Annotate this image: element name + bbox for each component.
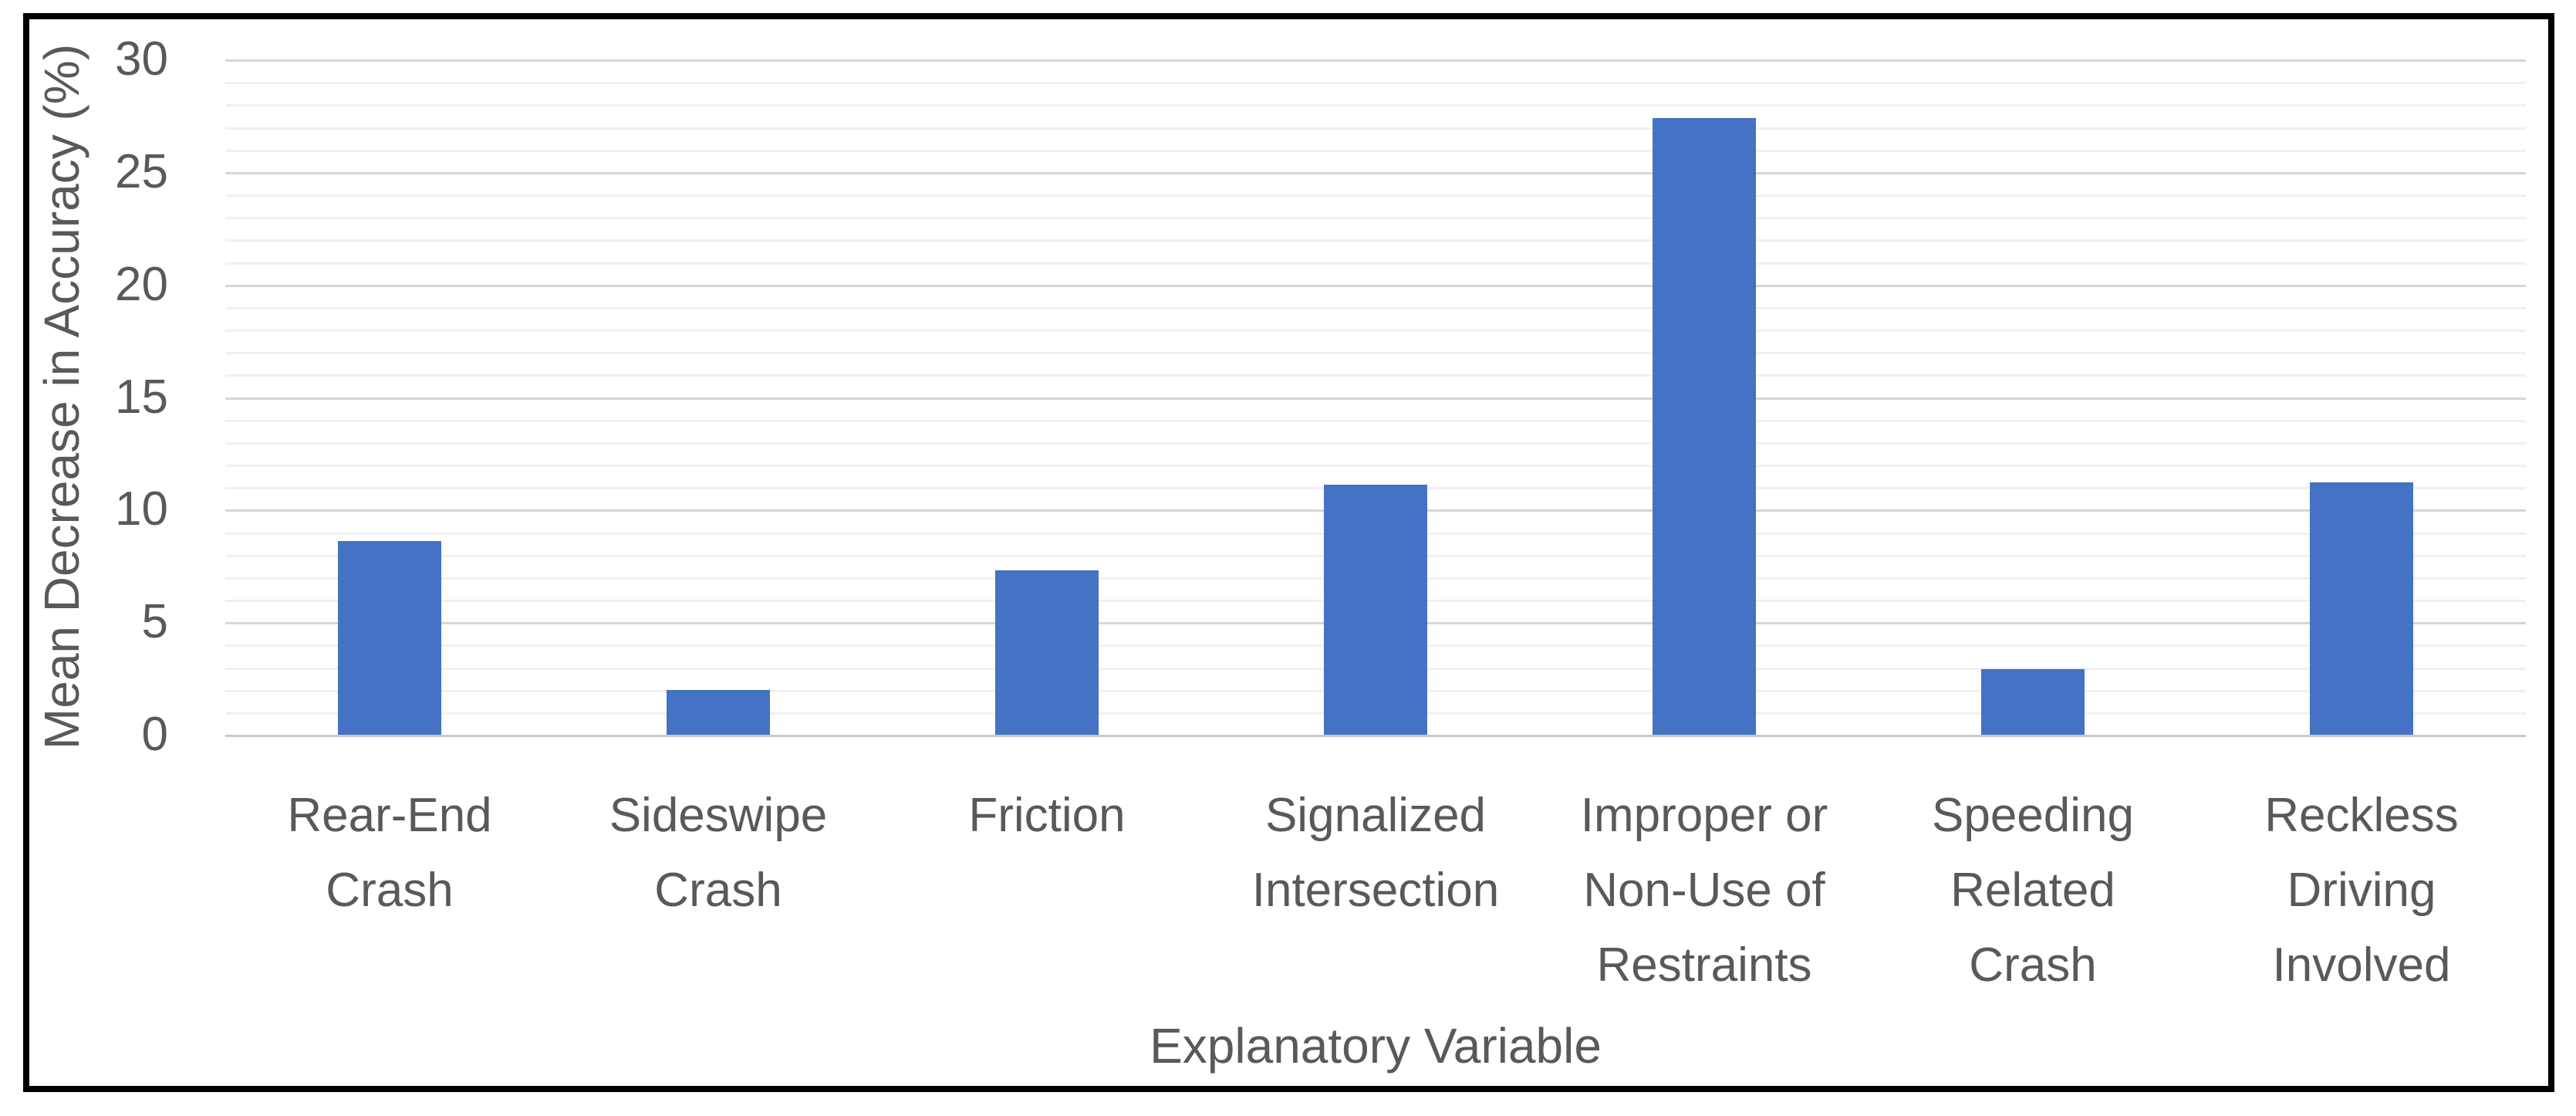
x-category-label-sideswipe-crash: Sideswipe Crash: [609, 789, 828, 917]
minor-gridline-16: [225, 374, 2526, 377]
y-tick-label-30: 30: [115, 32, 168, 86]
minor-gridline-13: [225, 441, 2526, 445]
minor-gridline-19: [225, 306, 2526, 309]
bar-speeding-related-crash: [1981, 669, 2085, 735]
y-tick-label-5: 5: [141, 595, 168, 649]
minor-gridline-17: [225, 352, 2526, 355]
x-category-label-friction: Friction: [968, 789, 1126, 842]
x-axis-title: Explanatory Variable: [1150, 1018, 1602, 1074]
chart-outer-border: [23, 13, 2554, 1092]
minor-gridline-22: [225, 239, 2526, 242]
major-gridline-15: [225, 397, 2526, 400]
y-tick-label-20: 20: [115, 257, 168, 311]
y-tick-label-0: 0: [141, 708, 168, 761]
minor-gridline-12: [225, 465, 2526, 467]
bar-sideswipe-crash: [667, 689, 770, 735]
x-category-label-reckless-driving-involved: Reckless Driving Involved: [2264, 789, 2459, 992]
minor-gridline-14: [225, 419, 2526, 422]
minor-gridline-26: [225, 149, 2526, 152]
bar-friction: [995, 570, 1099, 735]
plot-area: [225, 59, 2526, 737]
y-tick-label-25: 25: [115, 144, 168, 198]
bar-signalized-intersection: [1324, 485, 1427, 735]
major-gridline-20: [225, 284, 2526, 287]
major-gridline-0: [225, 735, 2526, 737]
minor-gridline-27: [225, 127, 2526, 130]
x-category-label-rear-end-crash: Rear-End Crash: [287, 789, 492, 917]
bar-improper-or-non-use-of-restraints: [1653, 117, 1756, 735]
minor-gridline-28: [225, 104, 2526, 107]
bar-rear-end-crash: [338, 541, 441, 735]
minor-gridline-29: [225, 82, 2526, 85]
minor-gridline-18: [225, 330, 2526, 332]
minor-gridline-23: [225, 217, 2526, 220]
major-gridline-25: [225, 171, 2526, 174]
bar-reckless-driving-involved: [2310, 482, 2413, 735]
x-category-label-improper-or-non-use-of-restraints: Improper or Non-Use of Restraints: [1580, 789, 1828, 992]
x-category-label-speeding-related-crash: Speeding Related Crash: [1931, 789, 2135, 992]
y-tick-label-10: 10: [115, 482, 168, 536]
minor-gridline-24: [225, 194, 2526, 197]
y-tick-label-15: 15: [115, 370, 168, 424]
minor-gridline-21: [225, 262, 2526, 265]
x-category-label-signalized-intersection: Signalized Intersection: [1251, 789, 1500, 917]
major-gridline-30: [225, 59, 2526, 62]
